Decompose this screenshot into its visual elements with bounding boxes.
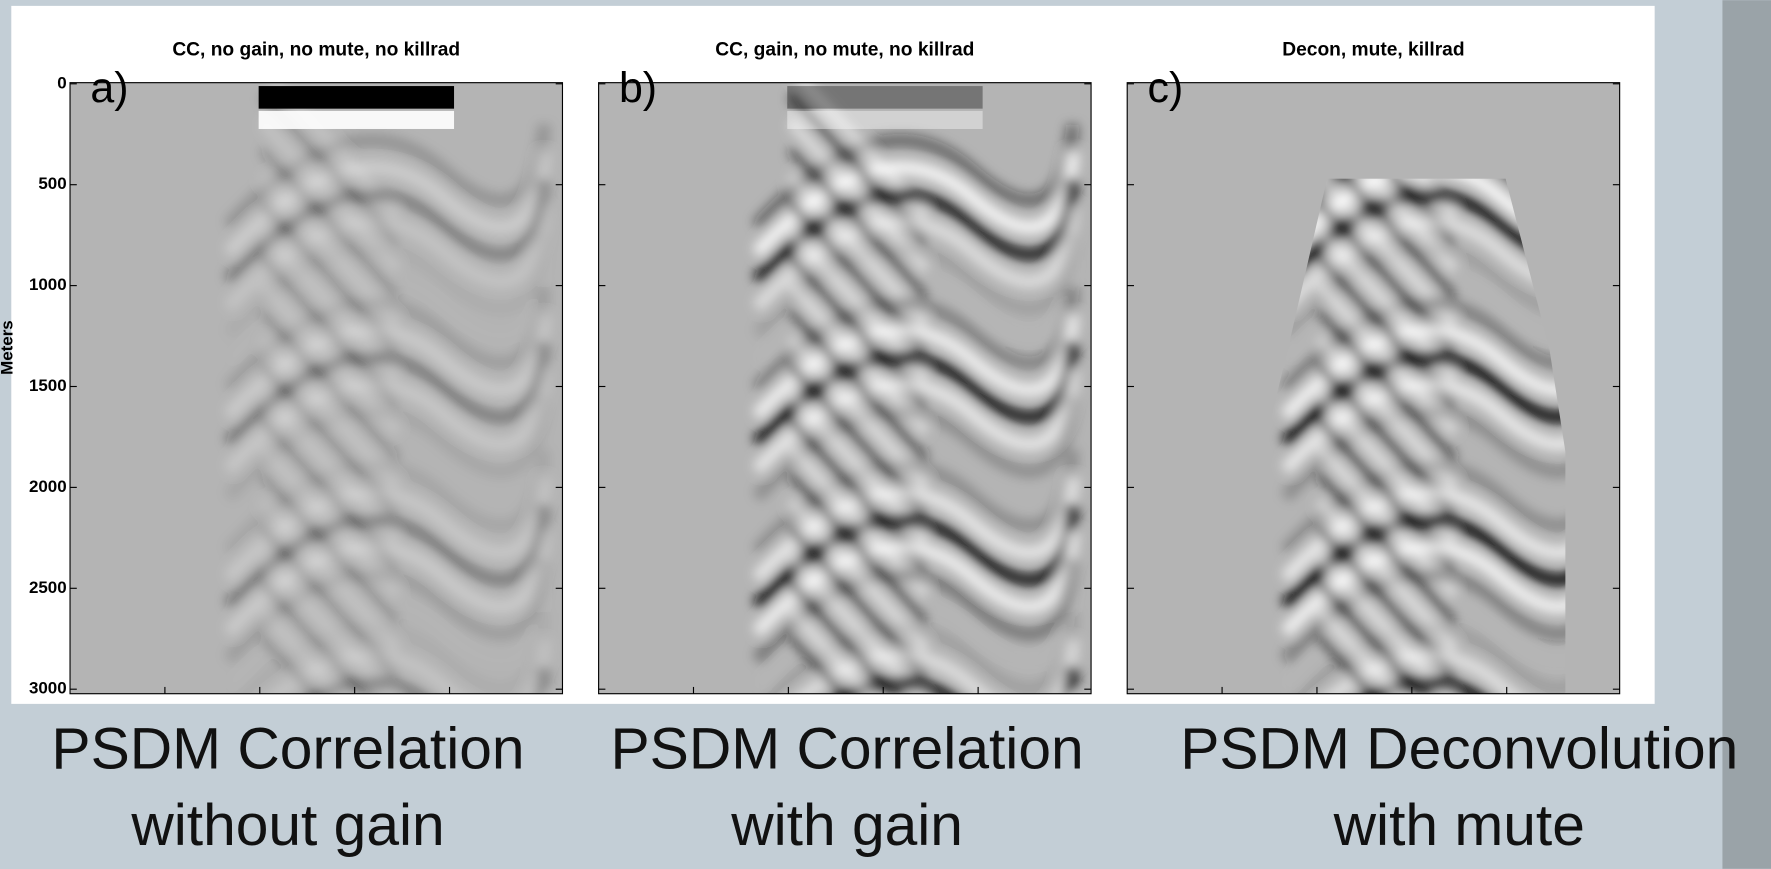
seismic-event xyxy=(1315,178,1459,300)
y-tick-label: 0 xyxy=(57,73,66,92)
caption-line: with mute xyxy=(1333,793,1585,858)
direct-arrival xyxy=(787,110,983,129)
seismic-event xyxy=(786,633,850,694)
seismic-image xyxy=(1280,178,1566,694)
caption-line: PSDM Correlation xyxy=(611,716,1084,781)
panel-frame xyxy=(598,82,1092,695)
y-tick-label: 1500 xyxy=(29,376,67,395)
y-axis-label: Meters xyxy=(0,320,17,375)
panel-letter: b) xyxy=(619,64,657,112)
panel-letter: c) xyxy=(1148,64,1184,112)
background-edge xyxy=(1722,0,1771,869)
seismic-event xyxy=(258,606,347,694)
y-tick-label: 500 xyxy=(38,174,66,193)
direct-arrival xyxy=(787,86,983,109)
seismic-event xyxy=(1315,471,1459,625)
caption-line: PSDM Correlation xyxy=(51,716,524,781)
seismic-event xyxy=(1315,606,1459,694)
y-tick-label: 3000 xyxy=(29,679,67,698)
direct-arrival xyxy=(258,86,455,109)
panel-frame xyxy=(1126,82,1621,695)
panel-frame xyxy=(69,82,564,695)
panel-title: CC, gain, no mute, no killrad xyxy=(715,40,974,61)
caption-line: without gain xyxy=(130,793,444,858)
seismic-image xyxy=(223,82,552,694)
y-tick-label: 1000 xyxy=(29,275,67,294)
seismic-event xyxy=(786,606,875,694)
seismic-event xyxy=(1315,579,1459,694)
seismic-event xyxy=(786,145,930,300)
direct-arrival xyxy=(258,110,455,129)
panel-title: CC, no gain, no mute, no killrad xyxy=(172,40,460,61)
seismic-event xyxy=(258,145,402,300)
seismic-event xyxy=(258,633,322,694)
seismic-event xyxy=(1315,633,1459,694)
caption-line: PSDM Deconvolution xyxy=(1180,716,1738,781)
seismic-image xyxy=(751,82,1080,694)
seismic-event xyxy=(786,579,900,694)
seismic-event xyxy=(258,308,402,463)
panel-title: Decon, mute, killrad xyxy=(1282,40,1464,61)
y-tick-label: 2500 xyxy=(29,578,67,597)
seismic-event xyxy=(258,579,372,694)
panel-letter: a) xyxy=(90,64,128,112)
y-tick-label: 2000 xyxy=(29,477,67,496)
seismic-event xyxy=(1315,308,1459,463)
seismic-event xyxy=(786,308,930,463)
seismic-event xyxy=(258,471,402,625)
seismic-event xyxy=(786,471,930,625)
caption-line: with gain xyxy=(730,793,963,858)
